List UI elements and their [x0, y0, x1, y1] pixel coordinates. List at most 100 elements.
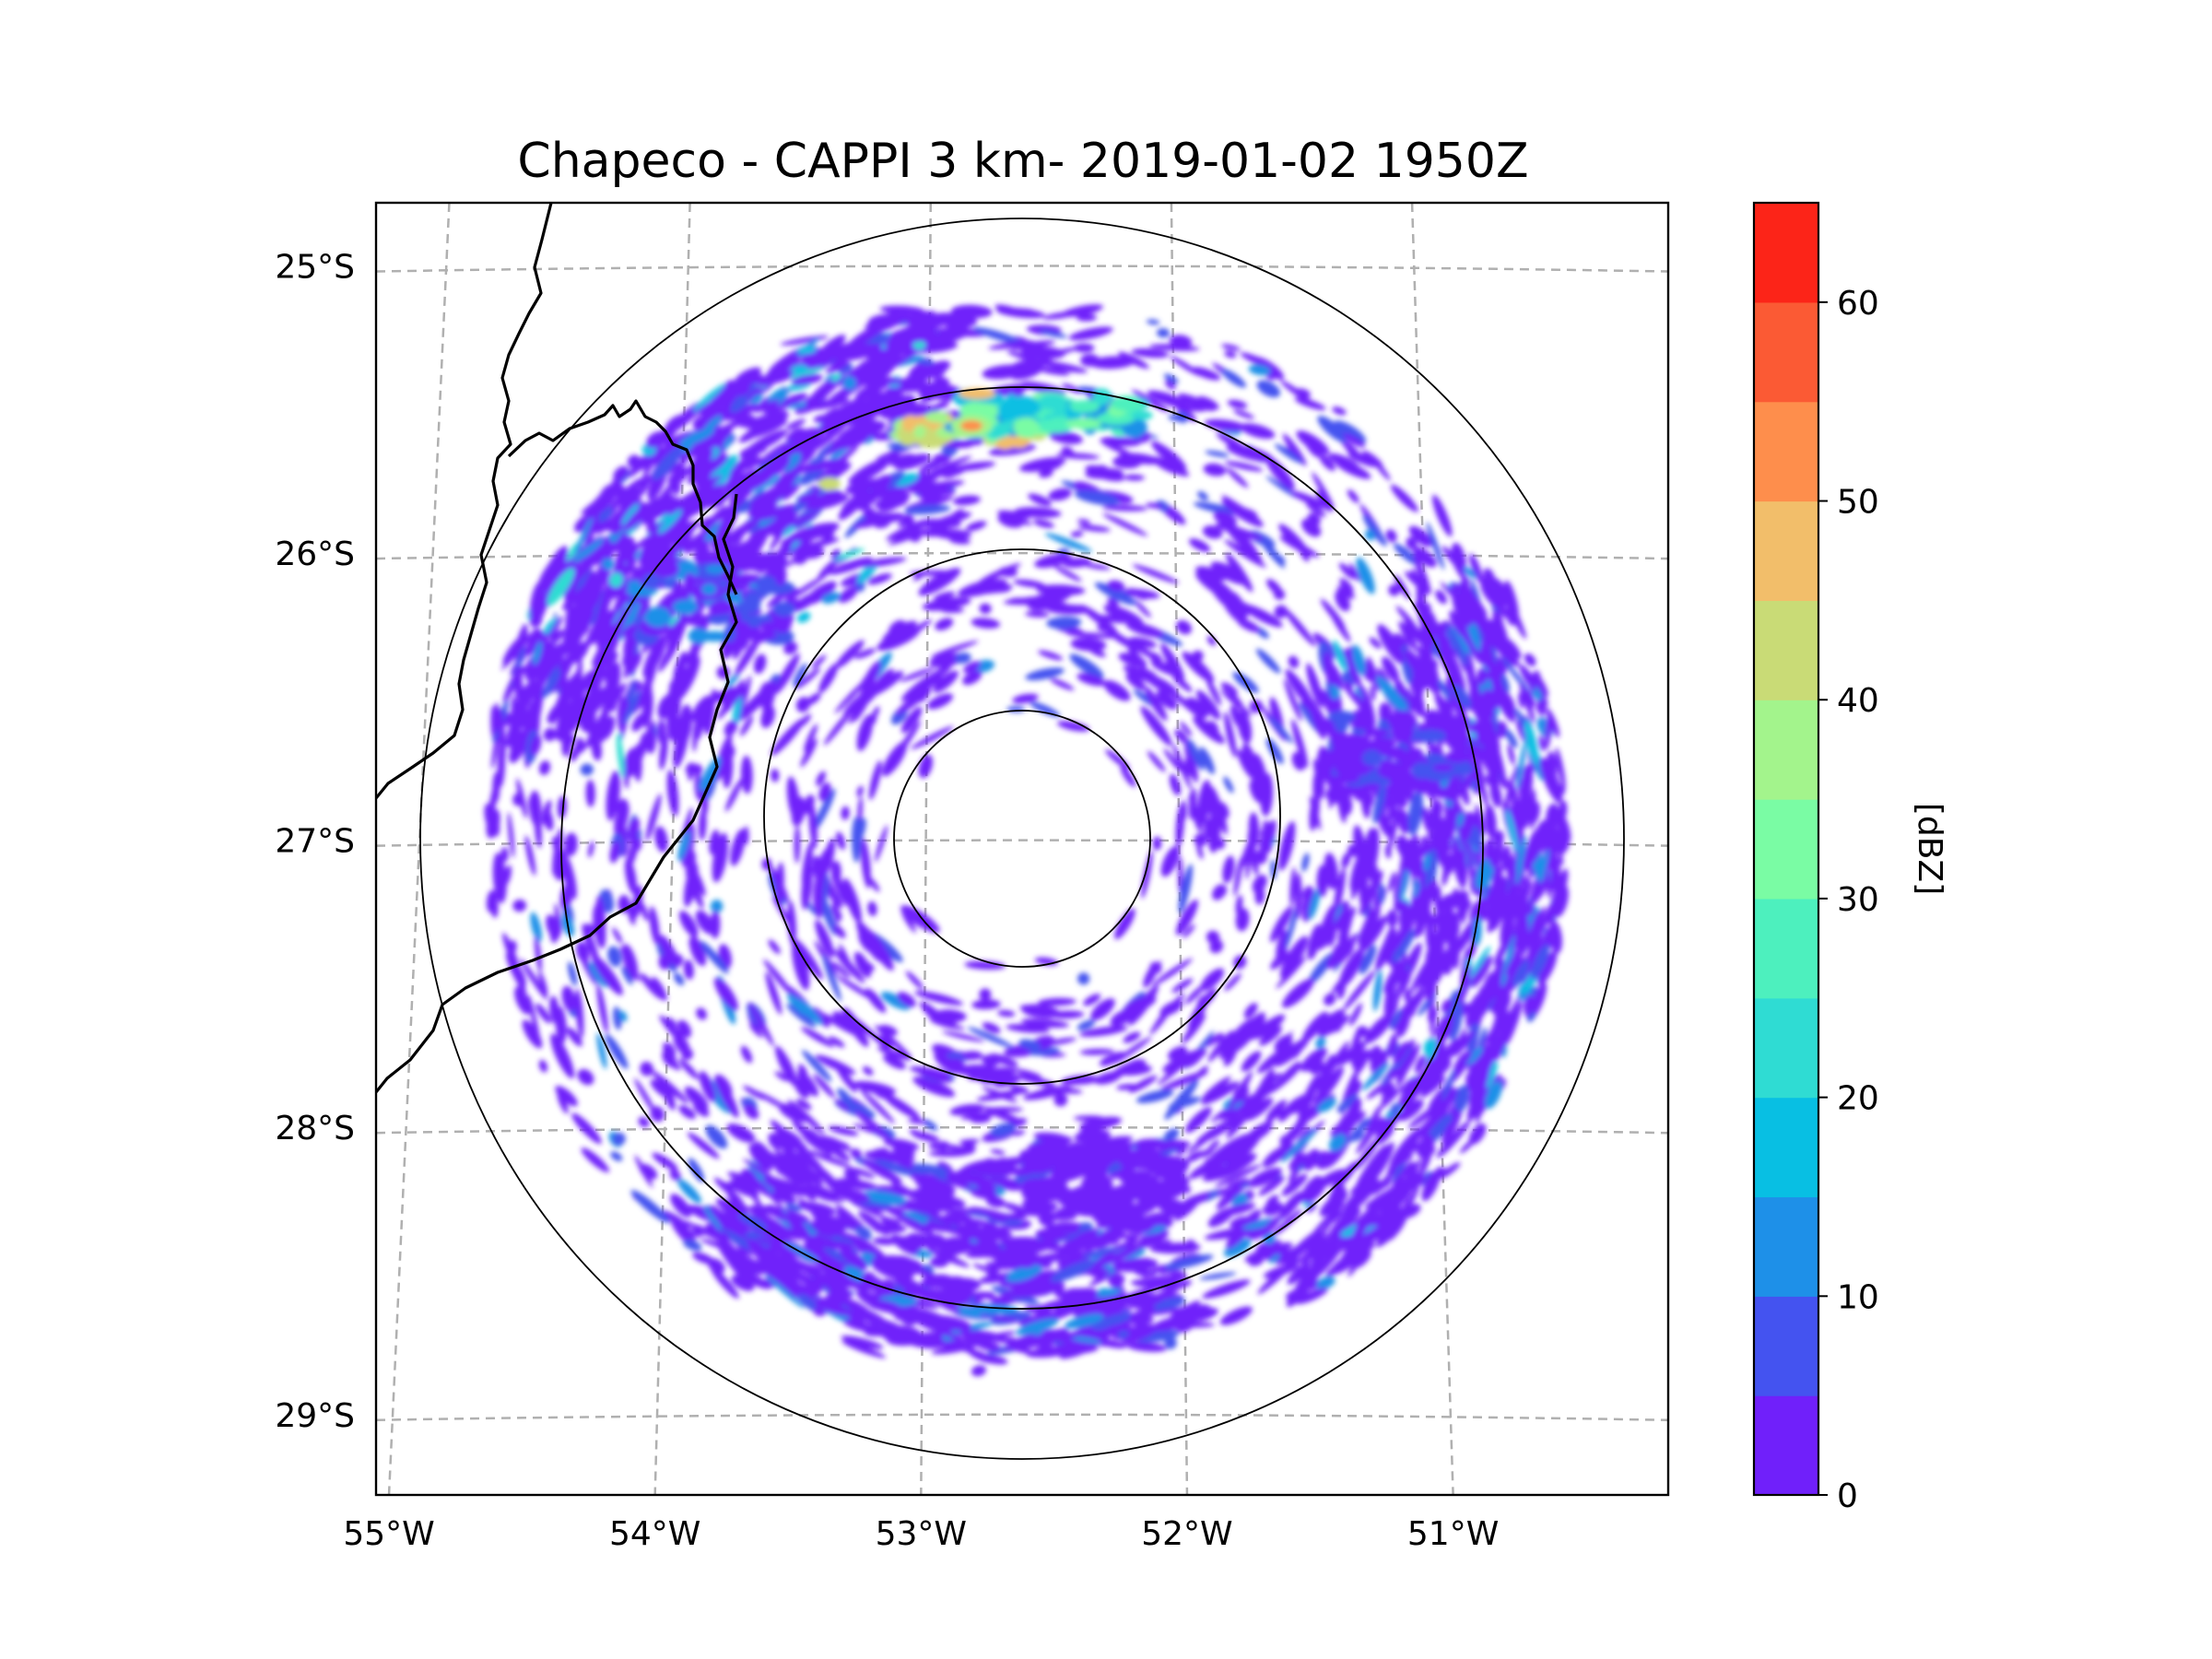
echo — [792, 364, 808, 374]
echo — [1186, 697, 1209, 718]
echo — [1328, 1134, 1347, 1151]
echo — [942, 1030, 985, 1042]
echo-cell — [747, 614, 762, 628]
echo — [1164, 380, 1176, 390]
echo — [589, 962, 609, 988]
echo — [1179, 1320, 1196, 1333]
echo — [805, 547, 825, 559]
echo — [1312, 472, 1335, 510]
echo — [1443, 801, 1457, 843]
echo — [832, 961, 851, 979]
echo — [1131, 348, 1170, 359]
echo — [960, 1110, 1007, 1120]
echo — [816, 771, 826, 786]
echo — [666, 689, 681, 729]
echo — [1010, 1067, 1042, 1077]
echo — [1006, 1024, 1050, 1033]
echo — [852, 818, 866, 848]
echo-cell — [1037, 418, 1074, 433]
echo — [862, 511, 882, 528]
echo — [1470, 946, 1491, 978]
echo — [897, 992, 916, 1007]
map-frame — [374, 201, 1670, 1497]
colorbar-swatches — [1754, 203, 1818, 1496]
echo — [1543, 901, 1558, 925]
echo — [912, 1077, 956, 1098]
echo — [838, 586, 858, 604]
echo — [1232, 1084, 1250, 1103]
echo — [877, 628, 921, 651]
echo — [1038, 650, 1064, 661]
echo — [1199, 747, 1215, 775]
echo — [1435, 590, 1447, 605]
echo — [1441, 1069, 1456, 1101]
echo — [1309, 698, 1326, 740]
echo — [929, 1314, 972, 1331]
echo — [580, 622, 590, 636]
echo — [739, 715, 754, 736]
echo — [926, 1247, 971, 1268]
echo — [1281, 1173, 1308, 1196]
echo — [1361, 1063, 1389, 1091]
echo — [1290, 490, 1330, 510]
echo — [1453, 592, 1477, 615]
echo — [1201, 1081, 1240, 1105]
parallel-0 — [376, 265, 1668, 273]
colorbar-tick-label: 20 — [1837, 1080, 1879, 1118]
echo — [568, 961, 578, 986]
echo-cell — [683, 614, 713, 627]
echo — [1341, 1098, 1362, 1138]
echo — [882, 741, 908, 777]
echo — [1171, 978, 1194, 994]
echo — [1505, 944, 1524, 976]
echo — [1388, 583, 1401, 596]
echo — [547, 568, 575, 606]
echo — [1371, 457, 1391, 481]
echo — [512, 665, 526, 684]
echo — [833, 924, 846, 938]
echo — [905, 971, 924, 990]
echo — [621, 503, 640, 525]
echo — [1343, 1080, 1362, 1101]
echo — [962, 661, 982, 674]
echo — [530, 912, 542, 942]
echo — [1343, 970, 1376, 1011]
echo — [1408, 525, 1432, 547]
echo — [1224, 461, 1264, 472]
echo — [1487, 865, 1503, 908]
echo — [1123, 1031, 1141, 1043]
echo — [1306, 502, 1326, 517]
echo — [830, 373, 842, 382]
echo — [946, 1057, 965, 1071]
echo — [571, 1112, 602, 1145]
echo — [929, 653, 964, 668]
echo — [864, 927, 894, 971]
echo — [666, 770, 679, 817]
echo — [1488, 688, 1501, 710]
lat-tick-label: 27°S — [275, 823, 355, 861]
echo — [1080, 354, 1100, 367]
echo — [1369, 1230, 1387, 1241]
echo — [1307, 952, 1335, 985]
echo — [751, 1264, 795, 1279]
echo — [1226, 1178, 1249, 1188]
echo — [1000, 1236, 1040, 1244]
echo — [1446, 624, 1468, 666]
echo — [979, 1157, 1026, 1173]
echo — [1483, 576, 1508, 618]
echo — [1343, 433, 1366, 448]
echo — [825, 409, 845, 425]
echo — [1529, 900, 1535, 917]
echo — [1220, 689, 1253, 717]
echo — [1359, 863, 1369, 909]
echo — [694, 941, 705, 965]
echo — [1367, 1195, 1405, 1230]
echo — [835, 975, 877, 1002]
echo — [1241, 1051, 1262, 1072]
echo — [909, 481, 937, 489]
echo — [762, 678, 777, 718]
echo — [919, 689, 931, 703]
echo — [1331, 664, 1344, 690]
echo — [1107, 1233, 1120, 1245]
echo — [618, 488, 641, 513]
